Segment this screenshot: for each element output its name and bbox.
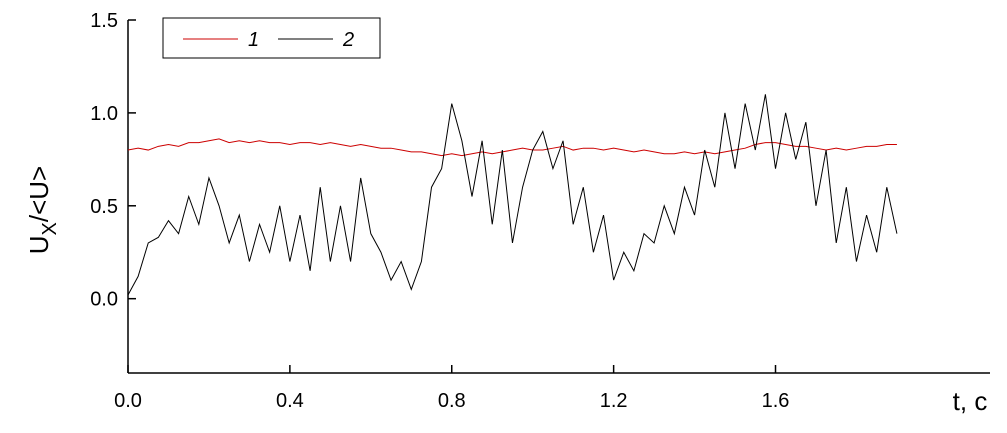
x-tick-label: 0.4 [276, 390, 304, 412]
y-tick-label: 0.0 [90, 289, 118, 311]
y-tick-label: 0.5 [90, 196, 118, 218]
y-label-main: U [24, 235, 54, 254]
y-tick-label: 1.5 [90, 10, 118, 32]
y-axis-label: UX/<U> [24, 166, 61, 255]
y-label-sub: X [39, 222, 61, 235]
x-tick-label: 1.2 [600, 390, 628, 412]
x-tick-label: 0.0 [114, 390, 142, 412]
x-tick-label: 1.6 [762, 390, 790, 412]
y-tick-label: 1.0 [90, 103, 118, 125]
data-line [127, 94, 898, 296]
x-axis-label: t, c [953, 386, 988, 416]
y-label-rest: /<U> [24, 166, 54, 222]
legend-label: 1 [248, 29, 259, 51]
x-tick-label: 0.8 [438, 390, 466, 412]
legend-label: 2 [342, 29, 354, 51]
data-line [127, 138, 897, 157]
legend-box [162, 17, 381, 59]
